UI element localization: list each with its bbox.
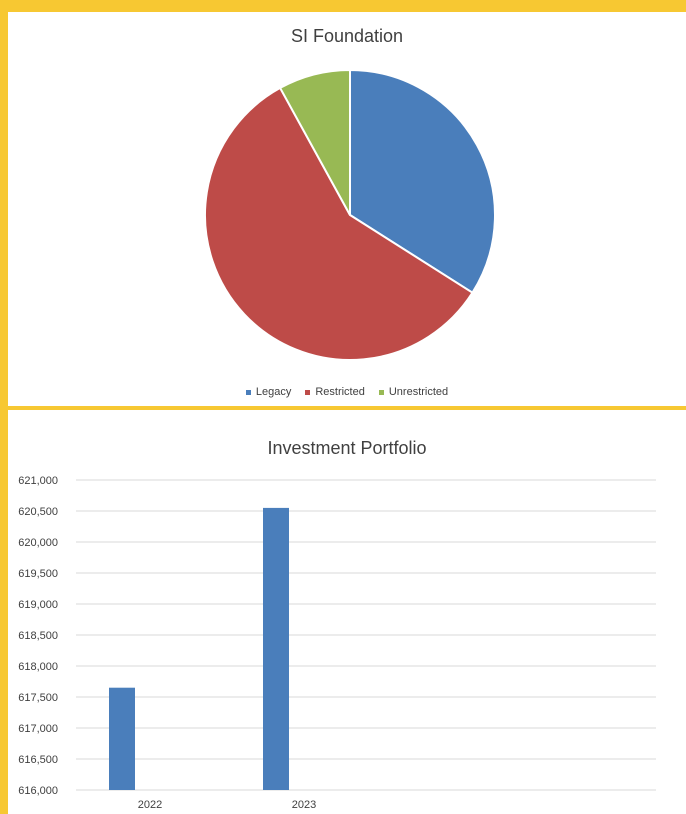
y-tick-label: 616,000 xyxy=(18,785,58,797)
y-tick-label: 620,000 xyxy=(18,537,58,549)
y-tick-label: 618,000 xyxy=(18,661,58,673)
y-tick-label: 621,000 xyxy=(18,475,58,487)
y-tick-label: 617,500 xyxy=(18,692,58,704)
bar-2023 xyxy=(263,507,289,790)
x-tick-label-2023: 2023 xyxy=(292,799,316,811)
legend-swatch-restricted xyxy=(305,389,311,395)
legend-item-restricted: Restricted xyxy=(305,386,365,398)
legend-swatch-unrestricted xyxy=(378,389,384,395)
legend-swatch-legacy xyxy=(245,389,251,395)
y-tick-label: 620,500 xyxy=(18,506,58,518)
bar-chart-title: Investment Portfolio xyxy=(267,438,427,458)
pie-chart-panel: SI Foundation Legacy Restricted Unrestri… xyxy=(8,12,686,406)
y-tick-label: 618,500 xyxy=(18,630,58,642)
bar-chart-panel: Investment Portfolio 616,000 616,500 617,0… xyxy=(8,410,686,814)
legend-item-legacy: Legacy xyxy=(245,386,292,398)
y-tick-label: 616,500 xyxy=(18,754,58,766)
pie-slice-restricted xyxy=(204,86,474,361)
pie-slice-unrestricted xyxy=(278,68,351,216)
bar-2022 xyxy=(109,687,135,790)
legend-label-unrestricted: Unrestricted xyxy=(388,386,449,398)
pie-chart-svg xyxy=(204,68,496,361)
y-tick-label: 619,500 xyxy=(18,568,58,580)
bar-chart-svg: 616,000 616,500 617,000 617,500 618,000 618,5… xyxy=(18,475,656,811)
x-tick-label-2022: 2022 xyxy=(138,799,162,811)
legend-label-legacy: Legacy xyxy=(255,386,292,398)
legend-label-restricted: Restricted xyxy=(315,386,365,398)
pie-chart-title: SI Foundation xyxy=(290,26,404,46)
y-tick-label: 619,000 xyxy=(18,599,58,611)
y-tick-label: 617,000 xyxy=(18,723,58,735)
pie-legend: Legacy Restricted Unrestricted xyxy=(8,386,686,398)
legend-item-unrestricted: Unrestricted xyxy=(378,386,449,398)
